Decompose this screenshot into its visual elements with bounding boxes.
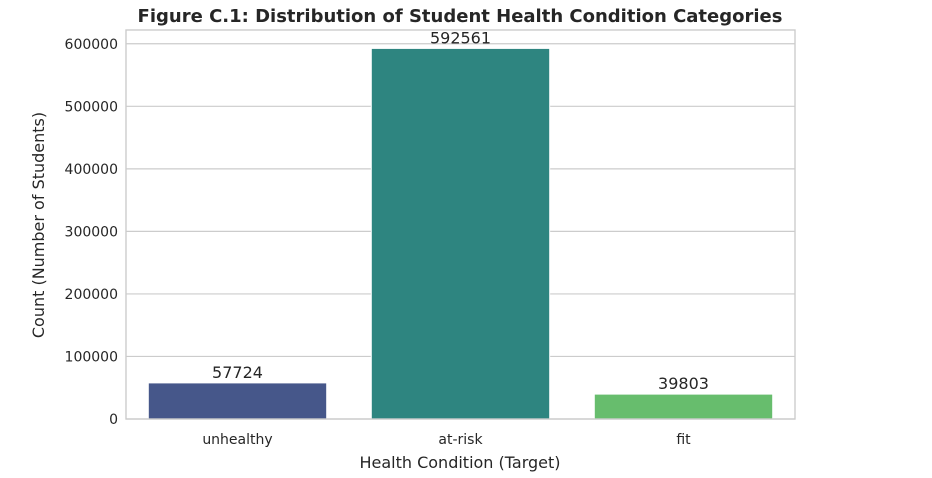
data-labels: 57724 592561 39803	[212, 28, 709, 393]
y-axis-label: Count (Number of Students)	[29, 112, 48, 338]
y-tick-label: 200000	[65, 287, 118, 303]
y-tick-label: 300000	[65, 224, 118, 240]
bar-at-risk	[370, 47, 551, 420]
data-label-fit: 39803	[658, 374, 709, 393]
chart-title: Figure C.1: Distribution of Student Heal…	[138, 6, 783, 27]
y-tick-label: 100000	[65, 349, 118, 365]
x-axis-label: Health Condition (Target)	[359, 453, 560, 472]
y-tick-label: 600000	[65, 37, 118, 53]
plot-frame	[125, 29, 796, 420]
data-label-at-risk: 592561	[430, 28, 491, 47]
data-label-unhealthy: 57724	[212, 363, 263, 382]
x-tick-labels: unhealthy at-risk fit	[202, 432, 691, 448]
x-tick-label: at-risk	[438, 432, 483, 448]
y-tick-labels: 0 100000 200000 300000 400000 500000 600000	[65, 37, 118, 428]
y-tick-label: 500000	[65, 99, 118, 115]
bar-fit	[593, 393, 774, 420]
y-tick-label: 400000	[65, 162, 118, 178]
y-tick-label: 0	[109, 412, 118, 428]
bar-unhealthy	[147, 382, 328, 420]
x-tick-label: fit	[676, 432, 691, 448]
x-tick-label: unhealthy	[202, 432, 272, 448]
bars	[147, 47, 774, 420]
